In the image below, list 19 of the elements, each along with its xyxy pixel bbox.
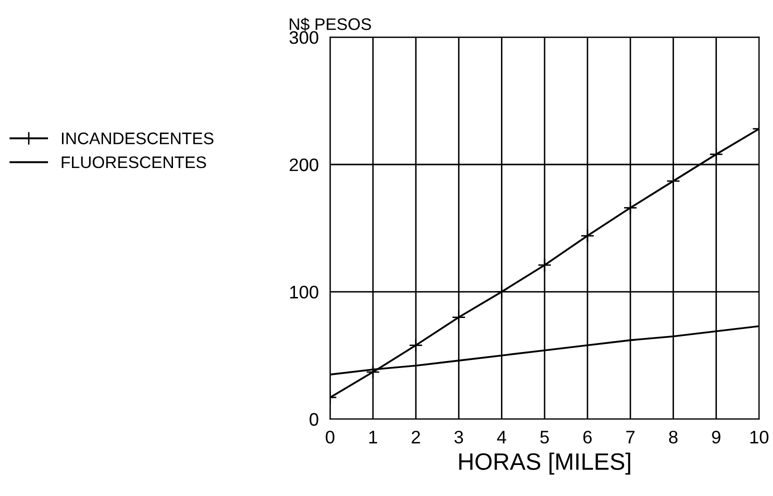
x-axis-title: HORAS [MILES] [459,452,630,475]
x-tick-label: 4 [497,430,506,444]
x-tick-label: 5 [540,430,549,444]
x-tick-label: 3 [454,430,464,444]
y-tick-label: 300 [290,31,318,44]
y-tick-label: 0 [310,413,318,426]
x-tick-label: 0 [326,430,334,444]
x-tick-label: 10 [750,430,768,444]
y-axis-title: N$ PESOS [290,18,371,32]
x-tick-label: 9 [712,430,720,444]
x-tick-label: 1 [369,430,378,444]
legend-label: FLUORESCENTES [62,156,206,168]
x-tick-label: 6 [583,430,592,444]
x-tick-label: 7 [626,430,634,444]
y-tick-label: 100 [290,286,318,299]
legend-label: INCANDESCENTES [62,132,214,144]
x-tick-label: 8 [669,430,678,444]
x-tick-label: 2 [412,430,420,444]
y-tick-label: 200 [290,158,318,172]
